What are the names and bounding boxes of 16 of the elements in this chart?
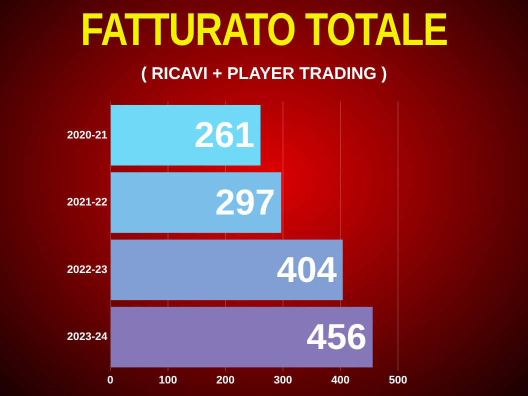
- y-tick-label: 2023-24: [66, 331, 108, 344]
- chart-title: FATTURATO TOTALE: [80, 2, 448, 56]
- data-label: 456: [306, 316, 367, 358]
- y-tick-label: 2022-23: [66, 264, 108, 276]
- x-tick-label: 500: [388, 374, 408, 386]
- x-tick-label: 0: [107, 374, 114, 386]
- data-label: 261: [194, 114, 255, 156]
- x-tick-label: 300: [274, 374, 292, 386]
- y-tick-label: 2021-22: [66, 196, 108, 209]
- y-tick-label: 2020-21: [66, 129, 108, 142]
- x-tick-label: 100: [158, 374, 178, 386]
- x-tick-label: 200: [216, 374, 235, 386]
- data-label: 297: [215, 181, 276, 222]
- x-tick-label: 400: [331, 374, 350, 386]
- chart-subtitle: ( RICAVI + PLAYER TRADING ): [140, 64, 388, 84]
- data-label: 404: [276, 248, 337, 290]
